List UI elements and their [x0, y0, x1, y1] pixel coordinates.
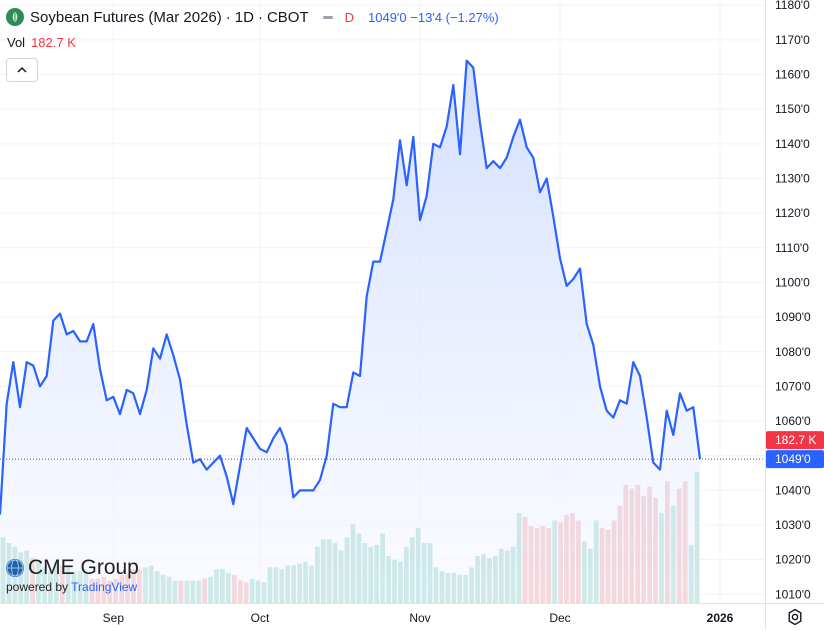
separator: · [257, 8, 263, 26]
time-tick-label: 2026 [707, 611, 734, 625]
collapse-legend-button[interactable] [6, 58, 38, 82]
volume-label: Vol [7, 35, 26, 50]
time-axis[interactable]: Sep Oct Nov Dec 2026 [103, 611, 734, 625]
price-tick-label: 1040'0 [775, 483, 811, 497]
cme-globe-icon [6, 559, 24, 577]
chevron-up-icon [17, 66, 27, 73]
axis-badges: 182.7 K 1049'0 [766, 431, 824, 469]
delayed-data-badge[interactable]: D [344, 9, 355, 25]
last-price-badge: 1049'0 [775, 452, 811, 466]
price-axis[interactable]: 1180'0 1170'0 1160'0 1150'0 1140'0 1130'0 1120… [775, 0, 811, 601]
price-tick-label: 1130'0 [775, 171, 810, 185]
price-tick-label: 1170'0 [775, 33, 810, 47]
chart-settings-button[interactable] [786, 608, 804, 631]
volume-value: 182.7 K [31, 35, 76, 50]
market-status-indicator [322, 15, 333, 19]
time-tick-label: Sep [103, 611, 125, 625]
price-tick-label: 1020'0 [775, 553, 811, 567]
exchange-label: CBOT [266, 8, 309, 26]
volume-legend: Vol 182.7 K [7, 35, 76, 50]
price-tick-label: 1080'0 [775, 345, 811, 359]
volume-badge: 182.7 K [775, 433, 816, 447]
time-tick-label: Nov [409, 611, 430, 625]
price-tick-label: 1100'0 [775, 275, 810, 289]
price-tick-label: 1180'0 [775, 0, 810, 12]
price-tick-label: 1110'0 [775, 241, 809, 255]
cme-group-name: CME Group [28, 556, 139, 579]
gear-icon [788, 608, 802, 626]
symbol-title[interactable]: Soybean Futures (Mar 2026) [30, 8, 222, 26]
price-tick-label: 1090'0 [775, 310, 811, 324]
cme-tradingview-logo[interactable]: CME Group powered by TradingView [6, 556, 139, 594]
price-tick-label: 1150'0 [775, 102, 810, 116]
soybean-icon [6, 8, 24, 26]
price-tick-label: 1030'0 [775, 518, 811, 532]
last-price-badge-bg [766, 450, 824, 469]
chart-legend-header: Soybean Futures (Mar 2026) · 1D · CBOT D… [6, 6, 499, 28]
price-tick-label: 1160'0 [775, 68, 810, 82]
price-tick-label: 1070'0 [775, 379, 811, 393]
price-change-quote: 1049'0 −13'4 (−1.27%) [368, 9, 499, 25]
price-tick-label: 1060'0 [775, 414, 811, 428]
volume-badge-bg [766, 431, 824, 450]
price-tick-label: 1010'0 [775, 587, 811, 601]
powered-by-text: powered by TradingView [6, 580, 138, 594]
price-tick-label: 1140'0 [775, 137, 810, 151]
price-area-fill [0, 60, 700, 604]
separator: · [225, 8, 231, 26]
tradingview-name: TradingView [71, 580, 138, 594]
time-tick-label: Dec [549, 611, 570, 625]
price-tick-label: 1120'0 [775, 206, 810, 220]
interval-label[interactable]: 1D [234, 8, 254, 26]
time-tick-label: Oct [251, 611, 270, 625]
price-line [0, 59, 702, 515]
